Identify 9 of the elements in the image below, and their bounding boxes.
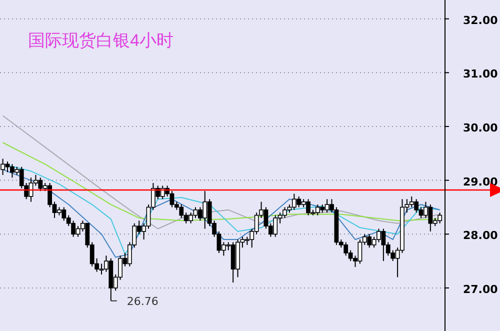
y-tick-label: 27.00 [463, 282, 498, 296]
y-tick-label: 31.00 [463, 68, 498, 81]
candlestick [0, 158, 6, 176]
y-tick-label: 32.00 [463, 14, 498, 27]
annotation: 26.76 [126, 294, 158, 308]
y-tick-label: 30.00 [463, 121, 498, 134]
text: 国际现货白银4小时 [28, 31, 174, 50]
y-tick-label: 28.00 [463, 229, 498, 242]
y-tick-label: 29.00 [463, 175, 498, 188]
